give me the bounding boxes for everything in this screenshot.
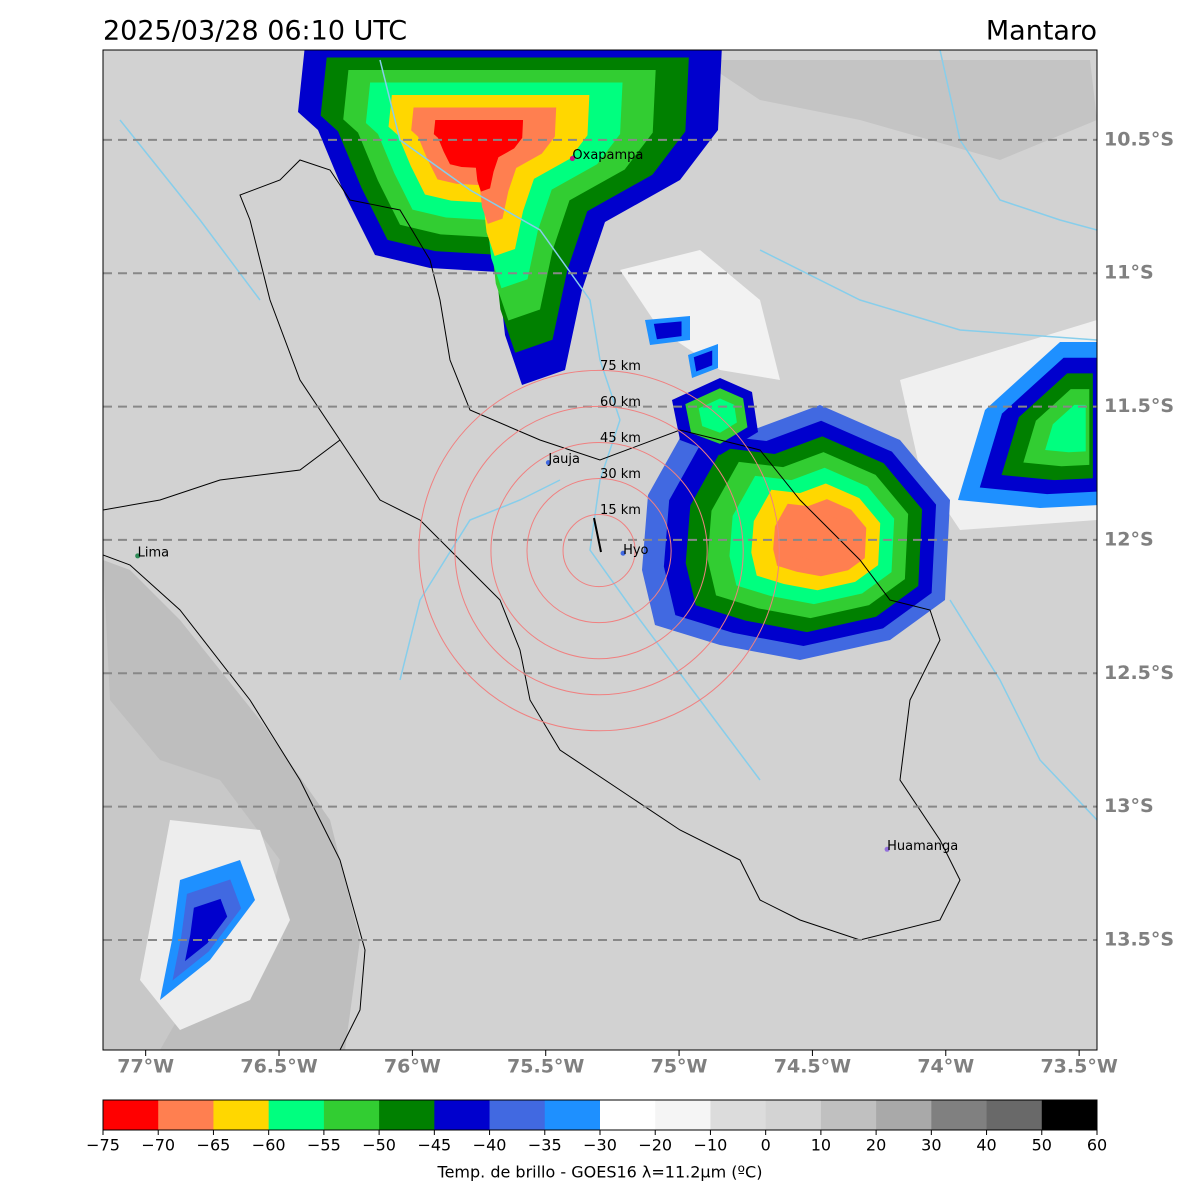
colorbar-tick-label: −40 — [473, 1136, 507, 1155]
colorbar-tick-label: 40 — [976, 1136, 996, 1155]
colorbar-tick-label: 10 — [811, 1136, 831, 1155]
city-label: Oxapampa — [572, 148, 643, 163]
lon-tick-label: 75.5°W — [507, 1056, 584, 1078]
cloud-top — [433, 120, 524, 192]
range-ring — [454, 405, 744, 696]
lat-tick-label: 12.5°S — [1104, 662, 1174, 684]
colorbar-tick-label: −45 — [417, 1136, 451, 1155]
colorbar-bin — [489, 1100, 546, 1130]
rivers — [119, 50, 1097, 821]
colorbar-bin — [544, 1100, 601, 1130]
colorbar-bin — [765, 1100, 822, 1130]
cloud-top — [795, 514, 853, 563]
lat-tick-label: 11.5°S — [1104, 395, 1174, 417]
colorbar-bin — [600, 1100, 656, 1130]
city-label: Hyo — [623, 543, 648, 558]
map-frame — [102, 49, 1098, 1051]
cloud-top — [1045, 404, 1086, 453]
colorbar-bin — [1041, 1100, 1098, 1130]
colorbar-tick-label: −10 — [694, 1136, 728, 1155]
city-marker — [545, 460, 551, 466]
colorbar-bin — [820, 1100, 877, 1130]
colorbar-bin — [655, 1100, 711, 1130]
city-label: Jauja — [547, 452, 580, 467]
range-ring — [562, 514, 636, 588]
colorbar-bin — [379, 1100, 435, 1130]
city-label: Lima — [138, 545, 169, 560]
city-label: Huamanga — [887, 839, 958, 854]
colorbar-tick-label: 20 — [866, 1136, 886, 1155]
lat-tick-label: 13.5°S — [1104, 928, 1174, 950]
colorbar-tick-label: −75 — [86, 1136, 120, 1155]
colorbar-label: Temp. de brillo - GOES16 λ=11.2μm (ºC) — [437, 1163, 763, 1182]
colorbar-bin — [103, 1100, 159, 1130]
range-ring — [490, 441, 708, 660]
colorbar-tick-label: 60 — [1087, 1136, 1107, 1155]
city-marker — [569, 156, 575, 162]
range-ring-label: 30 km — [600, 467, 641, 482]
colorbar-bin — [158, 1100, 214, 1130]
city-marker — [884, 846, 890, 852]
title: 2025/03/28 06:10 UTC — [103, 16, 407, 47]
colorbar-tick-label: −50 — [362, 1136, 396, 1155]
range-ring-label: 60 km — [600, 395, 641, 410]
colorbar-bin — [876, 1100, 932, 1130]
colorbar-tick-label: 50 — [1032, 1136, 1052, 1155]
colorbar-tick-label: −20 — [638, 1136, 672, 1155]
colorbar-bin — [986, 1100, 1043, 1130]
range-ring — [526, 478, 672, 624]
lon-tick-label: 74.5°W — [774, 1056, 851, 1078]
range-ring — [418, 369, 780, 732]
region-name: Mantaro — [986, 16, 1097, 47]
colorbar-bin — [710, 1100, 767, 1130]
city-marker — [135, 553, 141, 559]
range-ring-label: 15 km — [600, 503, 641, 518]
lon-tick-label: 73.5°W — [1040, 1056, 1117, 1078]
colorbar-tick-label: 0 — [761, 1136, 771, 1155]
lon-tick-label: 74°W — [917, 1056, 974, 1078]
cloud-top — [693, 350, 713, 372]
colorbar-bin — [268, 1100, 325, 1130]
colorbar-tick-label: −30 — [583, 1136, 617, 1155]
city-marker — [620, 550, 626, 556]
lon-tick-label: 76°W — [384, 1056, 441, 1078]
lat-tick-label: 11°S — [1104, 262, 1154, 284]
lat-tick-label: 12°S — [1104, 528, 1154, 550]
lon-tick-label: 75°W — [651, 1056, 708, 1078]
colorbar-bin — [931, 1100, 988, 1130]
lat-tick-label: 13°S — [1104, 795, 1154, 817]
lat-tick-label: 10.5°S — [1104, 128, 1174, 150]
colorbar-tick-label: −55 — [307, 1136, 341, 1155]
boundaries — [103, 159, 961, 1050]
cloud-top — [653, 321, 682, 340]
range-ring-label: 45 km — [600, 431, 641, 446]
range-ring-label: 75 km — [600, 359, 641, 374]
colorbar-tick-label: −60 — [252, 1136, 286, 1155]
cloud-top — [185, 898, 228, 962]
radar-beam — [593, 517, 602, 553]
colorbar-tick-label: −65 — [197, 1136, 231, 1155]
lon-tick-label: 77°W — [117, 1056, 174, 1078]
satellite-image — [103, 50, 1097, 1050]
lon-tick-label: 76.5°W — [240, 1056, 317, 1078]
colorbar-tick-label: 30 — [921, 1136, 941, 1155]
colorbar-bin — [213, 1100, 270, 1130]
colorbar-tick-label: −35 — [528, 1136, 562, 1155]
colorbar-bin — [434, 1100, 491, 1130]
colorbar-bin — [323, 1100, 380, 1130]
colorbar-tick-label: −70 — [141, 1136, 175, 1155]
